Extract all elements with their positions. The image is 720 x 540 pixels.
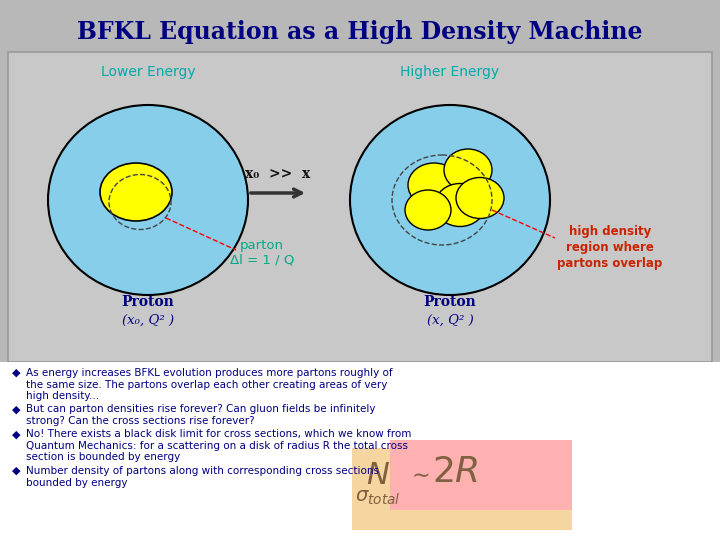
Text: Number density of partons along with corresponding cross sections: Number density of partons along with cor…	[26, 466, 379, 476]
Ellipse shape	[456, 178, 504, 219]
Text: $\sim$: $\sim$	[407, 464, 429, 486]
Ellipse shape	[405, 190, 451, 230]
FancyBboxPatch shape	[8, 52, 712, 362]
Text: ◆: ◆	[12, 429, 20, 440]
Text: Higher Energy: Higher Energy	[400, 65, 500, 79]
FancyBboxPatch shape	[390, 440, 572, 510]
Text: Proton: Proton	[122, 295, 174, 309]
Ellipse shape	[48, 105, 248, 295]
Ellipse shape	[100, 163, 172, 221]
Text: $N$: $N$	[366, 461, 390, 491]
Text: But can parton densities rise forever? Can gluon fields be infinitely: But can parton densities rise forever? C…	[26, 404, 376, 415]
Text: No! There exists a black disk limit for cross sections, which we know from: No! There exists a black disk limit for …	[26, 429, 411, 440]
Text: $\sigma_{total}$: $\sigma_{total}$	[355, 489, 401, 507]
Text: strong? Can the cross sections rise forever?: strong? Can the cross sections rise fore…	[26, 416, 255, 426]
Text: (x₀, Q² ): (x₀, Q² )	[122, 314, 174, 327]
Text: ◆: ◆	[12, 368, 20, 378]
Text: Δl = 1 / Q: Δl = 1 / Q	[230, 253, 294, 267]
Text: BFKL Equation as a High Density Machine: BFKL Equation as a High Density Machine	[77, 20, 643, 44]
Text: ◆: ◆	[12, 466, 20, 476]
Text: region where: region where	[566, 241, 654, 254]
Text: Lower Energy: Lower Energy	[101, 65, 195, 79]
Text: Proton: Proton	[423, 295, 477, 309]
Ellipse shape	[408, 163, 460, 207]
FancyBboxPatch shape	[352, 448, 572, 530]
Text: section is bounded by energy: section is bounded by energy	[26, 453, 180, 462]
Text: $2R$: $2R$	[432, 455, 478, 489]
Ellipse shape	[444, 149, 492, 191]
Text: Quantum Mechanics: for a scattering on a disk of radius R the total cross: Quantum Mechanics: for a scattering on a…	[26, 441, 408, 451]
Text: high density...: high density...	[26, 391, 99, 401]
Text: partons overlap: partons overlap	[557, 258, 662, 271]
Text: As energy increases BFKL evolution produces more partons roughly of: As energy increases BFKL evolution produ…	[26, 368, 392, 378]
Text: x₀  >>  x: x₀ >> x	[246, 167, 310, 181]
Text: high density: high density	[569, 226, 651, 239]
Text: the same size. The partons overlap each other creating areas of very: the same size. The partons overlap each …	[26, 380, 387, 389]
Text: bounded by energy: bounded by energy	[26, 477, 127, 488]
Ellipse shape	[350, 105, 550, 295]
Text: parton: parton	[240, 239, 284, 252]
Text: ◆: ◆	[12, 404, 20, 415]
FancyBboxPatch shape	[0, 362, 720, 540]
Text: (x, Q² ): (x, Q² )	[427, 314, 473, 327]
Ellipse shape	[435, 184, 485, 226]
